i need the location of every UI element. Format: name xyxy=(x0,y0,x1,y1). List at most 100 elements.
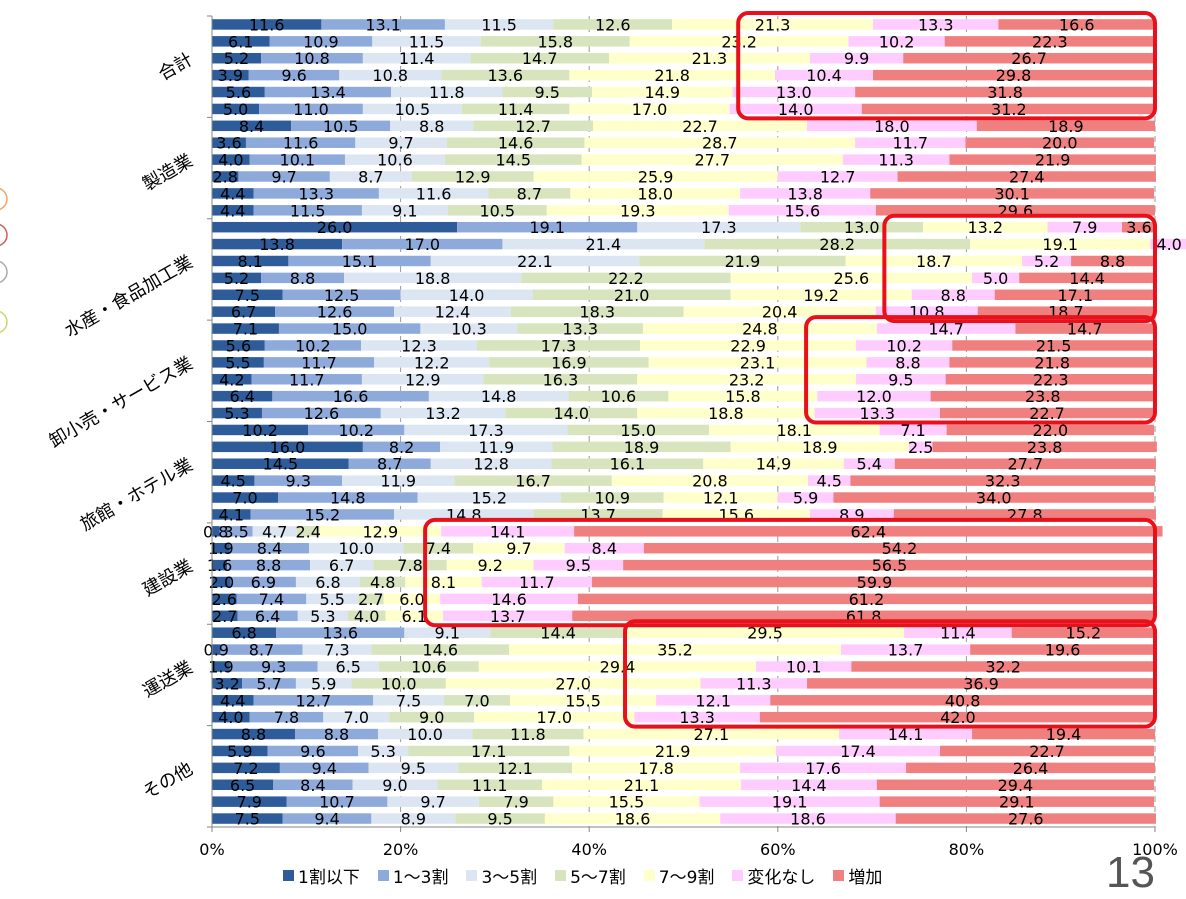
data-label-r3-s0: 3.9 xyxy=(218,66,243,85)
bar-segment-r42-s1 xyxy=(294,728,378,740)
data-label-r7-s5: 11.7 xyxy=(892,134,928,153)
data-label-r25-s4: 18.9 xyxy=(802,438,838,457)
bar-segment-r19-s0 xyxy=(212,340,265,351)
data-label-r37-s3: 14.6 xyxy=(422,641,458,660)
bar-segment-r36-s6 xyxy=(1011,627,1155,638)
bar-segment-r30-s1 xyxy=(219,526,253,537)
bar-segment-r46-s0 xyxy=(212,796,287,807)
bar-segment-r5-s1 xyxy=(259,103,363,115)
bar-segment-r1-s2 xyxy=(372,36,481,47)
bar-segment-r20-s6 xyxy=(949,357,1155,368)
bar-segment-r17-s1 xyxy=(275,306,394,317)
data-label-r4-s5: 13.0 xyxy=(776,83,812,102)
data-label-r33-s6: 59.9 xyxy=(857,573,893,592)
bar-segment-r21-s1 xyxy=(251,374,362,385)
data-label-r9-s4: 25.9 xyxy=(638,168,674,187)
bar-segment-r39-s1 xyxy=(242,678,296,689)
data-label-r43-s3: 17.1 xyxy=(471,742,507,761)
data-label-r47-s2: 8.9 xyxy=(401,810,426,829)
data-label-r43-s1: 9.6 xyxy=(300,742,325,761)
bar-segment-r25-s6 xyxy=(932,441,1157,453)
data-label-r13-s2: 21.4 xyxy=(586,235,622,254)
data-label-r21-s0: 4.2 xyxy=(219,370,244,389)
bar-segment-r10-s0 xyxy=(212,188,254,199)
x-tick-label-3: 60% xyxy=(760,840,796,859)
bar-segment-r9-s3 xyxy=(411,171,534,182)
data-label-r13-s0: 13.8 xyxy=(259,235,295,254)
data-label-r12-s0: 26.0 xyxy=(317,218,353,237)
data-label-r10-s4: 18.0 xyxy=(637,184,673,203)
data-label-r19-s3: 17.3 xyxy=(541,336,577,355)
bar-segment-r27-s3 xyxy=(454,475,612,486)
bar-segment-r28-s2 xyxy=(417,492,561,503)
bar-segment-r35-s6 xyxy=(572,610,1155,622)
highlight-box-3 xyxy=(423,517,1158,628)
data-label-r44-s2: 9.5 xyxy=(401,759,426,778)
bar-segment-r12-s2 xyxy=(637,221,801,233)
data-label-r41-s0: 4.0 xyxy=(218,708,243,727)
data-label-r46-s6: 29.1 xyxy=(999,793,1035,812)
bar-segment-r3-s2 xyxy=(339,69,442,81)
bar-segment-r8-s1 xyxy=(249,154,345,165)
bar-segment-r15-s4 xyxy=(730,272,973,284)
bar-segment-r37-s4 xyxy=(509,644,841,655)
data-label-r15-s5: 5.0 xyxy=(983,269,1008,288)
bar-segment-r22-s6 xyxy=(930,390,1155,402)
data-label-r21-s5: 9.5 xyxy=(888,370,913,389)
data-label-r18-s4: 24.8 xyxy=(742,320,778,339)
data-label-r22-s5: 12.0 xyxy=(856,387,892,406)
data-label-r31-s4: 9.7 xyxy=(506,539,531,558)
data-label-r23-s6: 22.7 xyxy=(1029,404,1065,423)
data-label-r23-s2: 13.2 xyxy=(425,404,461,423)
bar-segment-r42-s2 xyxy=(377,728,473,740)
bar-segment-r41-s3 xyxy=(389,711,475,723)
data-label-r37-s5: 13.7 xyxy=(888,641,924,660)
bar-segment-r30-s4 xyxy=(319,526,442,537)
data-label-r15-s4: 25.6 xyxy=(834,269,870,288)
data-label-r4-s3: 9.5 xyxy=(535,83,560,102)
data-label-r0-s3: 12.6 xyxy=(595,15,631,34)
data-label-r33-s2: 6.8 xyxy=(315,573,340,592)
bar-segment-r12-s3 xyxy=(800,221,924,233)
bar-segment-r9-s4 xyxy=(533,171,778,182)
bar-segment-r45-s3 xyxy=(437,779,543,790)
bar-segment-r16-s1 xyxy=(282,289,401,301)
bar-segment-r13-s5 xyxy=(1150,238,1186,250)
bar-segment-r15-s2 xyxy=(344,272,522,284)
data-label-r20-s6: 21.8 xyxy=(1034,353,1070,372)
bar-segment-r8-s5 xyxy=(842,154,950,165)
data-label-r46-s3: 7.9 xyxy=(503,793,528,812)
data-label-r8-s6: 21.9 xyxy=(1035,151,1071,170)
bar-segment-r38-s3 xyxy=(378,661,479,672)
legend-item-2: 3〜5割 xyxy=(466,863,537,888)
legend-label-1: 1〜3割 xyxy=(392,868,449,888)
bar-segment-r20-s1 xyxy=(263,357,375,368)
data-label-r30-s6: 62.4 xyxy=(851,522,887,541)
data-label-r35-s0: 2.7 xyxy=(212,607,237,626)
data-label-r47-s5: 18.6 xyxy=(790,810,826,829)
bar-segment-r15-s1 xyxy=(261,272,345,284)
data-label-r41-s2: 7.0 xyxy=(344,708,369,727)
bar-segment-r11-s3 xyxy=(447,205,547,216)
bar-segment-r4-s1 xyxy=(264,86,392,98)
bar-segment-r34-s1 xyxy=(236,593,307,605)
bar-segment-r9-s6 xyxy=(897,171,1156,182)
bar-segment-r14-s0 xyxy=(212,255,289,267)
bar-segment-r24-s5 xyxy=(879,424,947,436)
data-label-r26-s3: 16.1 xyxy=(610,455,646,474)
bar-segment-r33-s5 xyxy=(481,576,593,588)
data-label-r39-s0: 3.2 xyxy=(214,674,239,693)
data-label-r17-s3: 18.3 xyxy=(579,303,615,322)
bar-segment-r37-s2 xyxy=(302,644,372,655)
bar-segment-r35-s0 xyxy=(212,610,238,622)
bar-segment-r37-s5 xyxy=(840,644,971,655)
data-label-r45-s4: 21.1 xyxy=(624,776,660,795)
bar-segment-r30-s5 xyxy=(441,526,575,537)
data-label-r35-s2: 5.3 xyxy=(310,607,335,626)
bar-segment-r15-s0 xyxy=(212,272,262,284)
data-label-r15-s0: 5.2 xyxy=(224,269,249,288)
data-label-r45-s1: 8.4 xyxy=(300,776,325,795)
data-label-r39-s2: 5.9 xyxy=(311,674,336,693)
data-label-r0-s5: 13.3 xyxy=(918,15,954,34)
bar-segment-r39-s4 xyxy=(445,678,701,689)
